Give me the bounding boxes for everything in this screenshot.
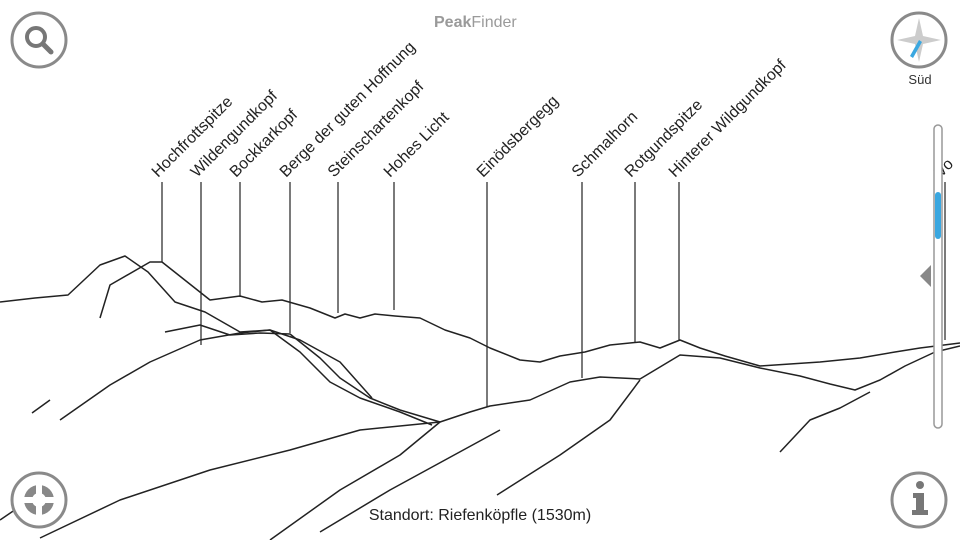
locate-icon [22,497,56,503]
compass-button[interactable]: Süd [890,11,948,87]
ridge [99,261,960,367]
peak-labels: HochfrottspitzeWildengundkopfBockkarkopf… [149,39,957,407]
ridge [31,399,51,414]
mountain-panorama [0,255,960,540]
search-icon [40,41,54,55]
ridge [39,345,960,539]
ridge [0,255,373,399]
search-button[interactable] [10,11,68,69]
ridge [319,429,501,533]
info-button[interactable] [890,471,948,529]
button-circle [10,11,68,69]
slider-thumb [935,192,941,239]
locate-button[interactable] [10,471,68,529]
ridge [59,329,433,426]
compass-direction: Süd [908,72,931,87]
compass-needle [910,40,922,58]
ridge [269,421,441,540]
info-icon [912,493,928,515]
peak-label: Rotgundspitze [622,96,706,180]
slider-arrow [920,265,931,287]
app-title: Finder [471,14,517,31]
info-icon [916,481,924,489]
search-icon [25,26,47,48]
zoom-slider[interactable] [920,124,943,429]
slider-track [933,124,943,429]
app-title-bold: Peak [434,14,471,31]
ridge [164,324,441,423]
peak-label: Einödsbergegg [474,93,562,181]
ridge [496,379,641,496]
location-label: Standort: Riefenköpfle (1530m) [369,507,591,524]
ridge [779,391,871,453]
